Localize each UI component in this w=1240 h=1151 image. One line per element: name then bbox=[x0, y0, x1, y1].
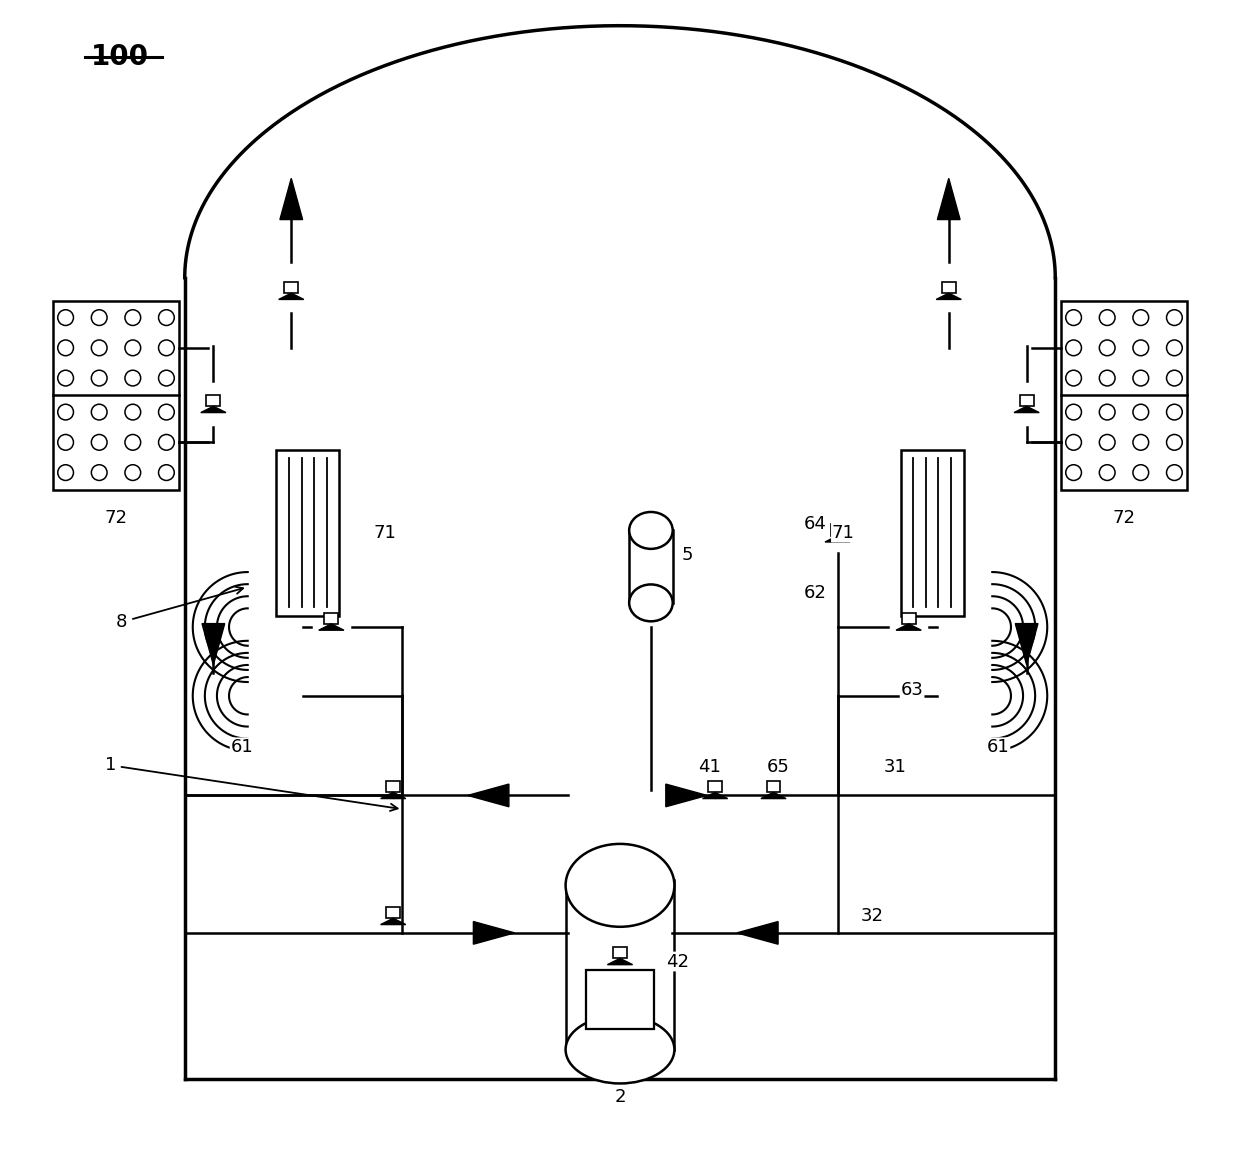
Bar bbox=[277, 450, 340, 616]
Polygon shape bbox=[331, 624, 343, 631]
Polygon shape bbox=[897, 624, 909, 631]
Polygon shape bbox=[202, 624, 224, 665]
Bar bbox=[325, 612, 339, 624]
Polygon shape bbox=[949, 294, 961, 299]
Text: 1: 1 bbox=[104, 756, 398, 811]
Text: 64: 64 bbox=[804, 514, 826, 533]
Polygon shape bbox=[774, 792, 786, 799]
Polygon shape bbox=[936, 294, 949, 299]
Bar bbox=[766, 780, 780, 792]
Bar bbox=[1019, 395, 1034, 406]
Polygon shape bbox=[280, 178, 303, 220]
Bar bbox=[900, 450, 963, 616]
Text: 42: 42 bbox=[666, 953, 688, 970]
Bar bbox=[708, 780, 722, 792]
Bar bbox=[629, 531, 672, 603]
Bar bbox=[387, 907, 401, 918]
Polygon shape bbox=[393, 918, 405, 924]
Polygon shape bbox=[937, 178, 960, 220]
Polygon shape bbox=[393, 792, 405, 799]
Bar bbox=[587, 970, 653, 1029]
Bar bbox=[387, 780, 401, 792]
Polygon shape bbox=[467, 784, 508, 807]
Polygon shape bbox=[620, 959, 632, 965]
Ellipse shape bbox=[565, 844, 675, 927]
Text: 71: 71 bbox=[373, 524, 397, 542]
Polygon shape bbox=[201, 406, 213, 412]
Text: 72: 72 bbox=[104, 509, 128, 527]
Bar bbox=[831, 525, 844, 535]
Text: 8: 8 bbox=[117, 587, 243, 631]
Text: 32: 32 bbox=[861, 907, 883, 924]
Polygon shape bbox=[825, 535, 838, 542]
Polygon shape bbox=[381, 792, 393, 799]
Polygon shape bbox=[279, 294, 291, 299]
Ellipse shape bbox=[629, 512, 672, 549]
Bar bbox=[942, 282, 956, 294]
Bar bbox=[565, 881, 675, 1050]
Text: 72: 72 bbox=[1112, 509, 1136, 527]
Bar bbox=[284, 282, 298, 294]
Text: 2: 2 bbox=[614, 1088, 626, 1106]
Polygon shape bbox=[909, 624, 921, 631]
Text: 62: 62 bbox=[804, 584, 826, 602]
Text: 41: 41 bbox=[698, 757, 720, 776]
Polygon shape bbox=[666, 784, 707, 807]
Bar bbox=[613, 947, 627, 959]
Polygon shape bbox=[838, 535, 851, 542]
Bar bbox=[1061, 300, 1187, 489]
Text: 65: 65 bbox=[766, 757, 790, 776]
Polygon shape bbox=[703, 792, 715, 799]
Text: 61: 61 bbox=[987, 738, 1009, 756]
Polygon shape bbox=[715, 792, 728, 799]
Bar bbox=[206, 395, 221, 406]
Polygon shape bbox=[213, 406, 226, 412]
Polygon shape bbox=[1016, 624, 1038, 665]
Bar bbox=[901, 612, 915, 624]
Text: 63: 63 bbox=[900, 681, 924, 699]
Polygon shape bbox=[381, 918, 393, 924]
Polygon shape bbox=[474, 922, 515, 944]
Polygon shape bbox=[608, 959, 620, 965]
Text: 61: 61 bbox=[231, 738, 253, 756]
Bar bbox=[53, 300, 179, 489]
Ellipse shape bbox=[629, 585, 672, 622]
Ellipse shape bbox=[565, 1015, 675, 1083]
Polygon shape bbox=[761, 792, 774, 799]
Polygon shape bbox=[737, 922, 777, 944]
Polygon shape bbox=[1027, 406, 1039, 412]
Text: 100: 100 bbox=[91, 43, 149, 71]
Text: 31: 31 bbox=[883, 757, 906, 776]
Text: 71: 71 bbox=[832, 524, 854, 542]
Polygon shape bbox=[1014, 406, 1027, 412]
Polygon shape bbox=[291, 294, 304, 299]
Polygon shape bbox=[319, 624, 331, 631]
Text: 5: 5 bbox=[682, 547, 693, 564]
